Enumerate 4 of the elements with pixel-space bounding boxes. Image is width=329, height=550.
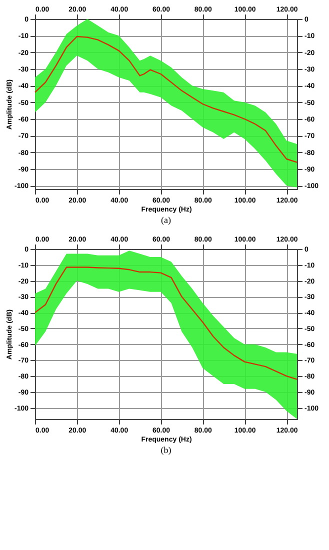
text: (a) — [161, 215, 171, 225]
line-series — [34, 266, 298, 380]
text: (b) — [160, 445, 172, 455]
line-series — [34, 36, 298, 163]
